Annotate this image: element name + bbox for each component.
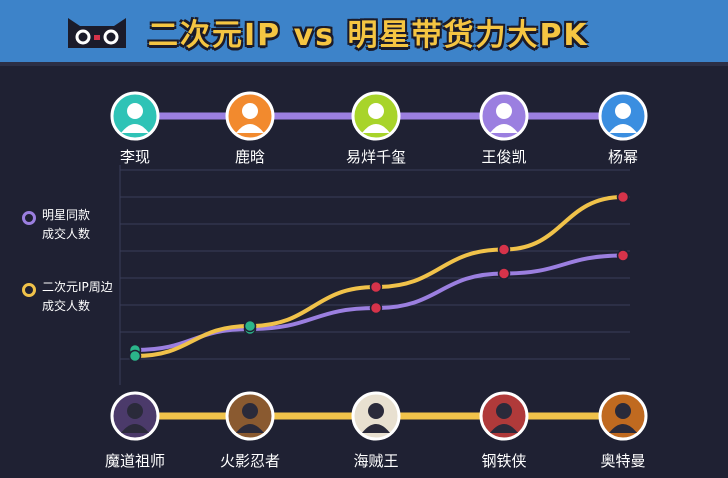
- celebrity-avatar-head: [615, 103, 631, 119]
- celebrity-name-label: 易烊千玺: [345, 148, 406, 166]
- celebrity-avatar-body: [362, 124, 390, 133]
- tmall-cat-icon: [68, 18, 126, 48]
- anime-avatar-body: [609, 424, 637, 433]
- celebrity-avatar-head: [496, 103, 512, 119]
- page-title: 二次元IP vs 明星带货力大PK: [148, 18, 589, 53]
- anime-name-label: 海贼王: [353, 452, 399, 470]
- celebrity-name-label: 李现: [119, 148, 150, 166]
- legend-celebrity-line1: 明星同款: [42, 208, 91, 222]
- series-celebrity-point: [369, 301, 383, 315]
- legend-celebrity-marker: [22, 211, 36, 225]
- anime-avatar-head: [242, 403, 258, 419]
- anime-name-label: 魔道祖师: [104, 452, 165, 470]
- celebrity-name-label: 杨幂: [607, 148, 638, 166]
- anime-avatar-body: [121, 424, 149, 433]
- series-anime-point: [128, 349, 142, 363]
- celebrity-avatar-head: [127, 103, 143, 119]
- celebrity-avatar-body: [490, 124, 518, 133]
- legend-anime-line1: 二次元IP周边: [42, 280, 113, 294]
- anime-avatar-head: [368, 403, 384, 419]
- celebrity-avatar-head: [242, 103, 258, 119]
- celebrity-name-label: 鹿晗: [234, 148, 265, 166]
- series-anime-point: [369, 280, 383, 294]
- anime-avatar-head: [615, 403, 631, 419]
- series-anime-point: [497, 243, 511, 256]
- legend-anime-line2: 成交人数: [42, 299, 91, 313]
- series-celebrity-point: [616, 249, 630, 262]
- header-banner: 二次元IP vs 明星带货力大PK: [0, 0, 728, 66]
- anime-avatar-head: [496, 403, 512, 419]
- legend-celebrity: 明星同款 成交人数: [22, 206, 90, 244]
- series-celebrity-point: [497, 267, 511, 280]
- series-anime-point: [243, 319, 257, 333]
- celebrity-avatar-body: [121, 124, 149, 133]
- celebrity-avatar-body: [609, 124, 637, 133]
- legend-anime-marker: [22, 283, 36, 297]
- series-anime-point: [616, 190, 630, 204]
- celebrity-avatar-head: [368, 103, 384, 119]
- anime-name-label: 火影忍者: [219, 452, 280, 470]
- anime-avatar-body: [490, 424, 518, 433]
- anime-avatar-body: [236, 424, 264, 433]
- celebrity-name-label: 王俊凯: [481, 148, 527, 166]
- anime-avatar-head: [127, 403, 143, 419]
- anime-name-label: 奥特曼: [600, 452, 646, 470]
- legend-celebrity-line2: 成交人数: [42, 227, 91, 241]
- legend-anime: 二次元IP周边 成交人数: [22, 278, 113, 316]
- anime-avatar-body: [362, 424, 390, 433]
- celebrity-avatar-body: [236, 124, 264, 133]
- anime-name-label: 钢铁侠: [481, 452, 527, 470]
